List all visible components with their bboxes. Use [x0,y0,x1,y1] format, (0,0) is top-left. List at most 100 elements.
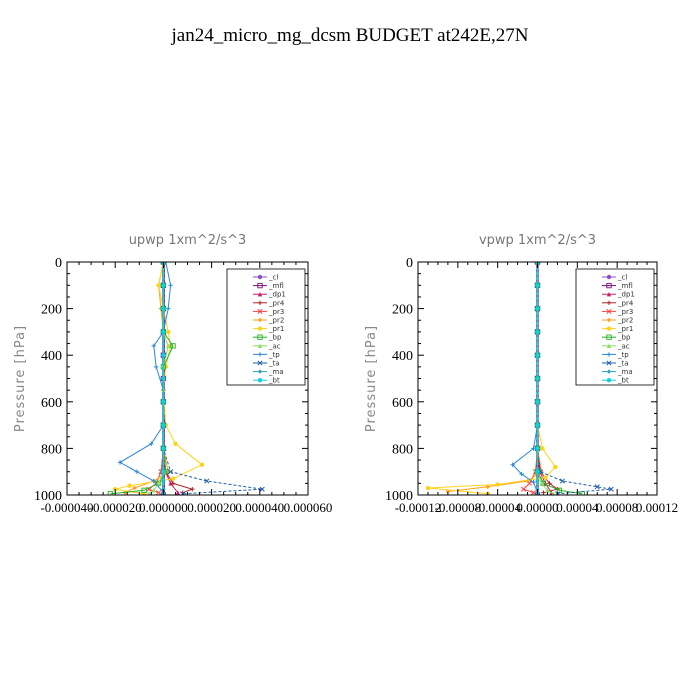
data-point-ta [180,491,186,495]
y-tick-label: 400 [392,349,413,364]
legend-label: _pr1 [268,325,284,333]
legend-label: _ta [617,360,629,368]
legend-label: _bp [617,334,631,342]
legend: _cl_mfl_dp1_pr4_pr3_pr2_pr1_bp_ac_tp_ta_… [575,268,655,386]
data-point-tp [153,364,159,370]
legend-marker [257,282,263,289]
legend-marker [257,292,263,297]
data-point-ac [545,488,550,493]
data-point-ta [594,484,600,490]
data-point-pr4 [170,481,176,486]
legend-label: _ac [617,342,630,350]
legend-marker [257,360,263,366]
legend-marker [606,378,612,383]
data-point-ac [151,488,156,493]
y-tick-label: 600 [392,396,413,411]
data-point-ac [539,481,544,486]
data-point-pr4 [541,490,546,495]
legend-marker [257,326,263,331]
data-point-tp [166,306,171,311]
legend-label: _pr3 [617,308,633,316]
data-point-pr1 [495,482,500,487]
data-point-bt [535,422,540,428]
legend-label: _pr1 [617,325,633,333]
x-tick-label: 0.00012 [636,500,678,515]
data-point-bt [161,376,166,381]
y-tick-label: 0 [406,256,413,271]
legend-label: _bp [268,334,282,342]
data-point-pr1 [166,329,171,335]
legend-label: _ma [268,368,284,376]
legend-label: _pr2 [617,317,633,325]
y-tick-label: 600 [41,396,62,411]
data-point-tp [151,478,156,484]
x-tick-label: 0.000020 [187,500,236,515]
legend-marker [606,326,612,331]
data-point-bt [161,422,166,428]
x-tick-label: 0.000060 [284,500,333,515]
x-tick-label: -0.000040 [40,500,93,515]
data-point-pr1 [199,462,205,467]
data-point-bt [535,353,540,358]
data-point-ta [559,478,565,484]
y-tick-label: 400 [41,349,62,364]
y-tick-label: 0 [55,256,62,271]
legend-marker [257,274,263,280]
y-tick-label: 1000 [34,489,62,504]
legend-label: _bt [617,377,629,385]
legend: _cl_mfl_dp1_pr4_pr3_pr2_pr1_bp_ac_tp_ta_… [226,268,306,386]
x-tick-label: -0.00008 [435,500,482,515]
data-point-tp [519,471,524,477]
panel-title: vpwp 1xm^2/s^3 [479,233,596,248]
legend-label: _mfl [268,282,284,290]
legend-marker [606,369,612,374]
data-point-ta [204,478,210,484]
legend-marker [257,352,263,357]
data-point-ta [608,486,614,492]
legend-marker [606,292,612,297]
data-point-bt [535,399,540,404]
data-point-bt [161,399,166,404]
data-point-tp [117,460,123,465]
legend-label: _mfl [617,282,633,290]
legend-box [226,268,306,386]
data-point-pr1 [127,483,132,488]
chart-panel-1: upwp 1xm^2/s^3 Pressure [hPa] 0 200 400 600 80… [13,233,332,515]
data-point-ac [147,491,151,495]
data-point-tp [531,479,536,485]
legend-marker [606,360,612,366]
legend-marker [257,317,263,323]
data-point-bt [535,376,540,381]
legend-marker [257,343,263,348]
data-point-tp [149,441,154,446]
data-point-ta [168,469,174,475]
legend-label: _cl [617,274,627,282]
data-point-pr2 [132,485,137,491]
data-point-tp [168,283,173,288]
data-point-pr3 [156,490,162,495]
data-point-pr1 [543,475,548,480]
chart-panel-2: vpwp 1xm^2/s^3 Pressure [hPa] 0 200 400 600 80… [364,233,678,515]
legend-label: _pr3 [268,308,284,316]
x-tick-label: 0.00000 [516,500,558,515]
data-point-bp [170,343,176,349]
legend-marker [606,300,612,305]
data-point-pr4 [547,481,552,486]
legend-label: _pr4 [268,299,285,307]
legend-label: _dp1 [617,291,635,299]
data-point-bt [161,283,166,288]
data-point-bt [161,306,166,311]
legend-marker [606,282,612,289]
data-point-pr1 [540,446,545,451]
data-point-bt [161,446,166,451]
data-point-ac [166,343,171,349]
series-group [425,262,614,495]
data-point-bt [161,353,166,358]
x-tick-label: -0.00012 [395,500,442,515]
legend-label: _tp [268,351,280,359]
legend-label: _ac [268,342,281,350]
data-point-pr3 [521,486,527,492]
data-point-tp [134,469,140,474]
y-axis-label: Pressure [hPa] [13,325,28,432]
legend-label: _ma [617,368,633,376]
